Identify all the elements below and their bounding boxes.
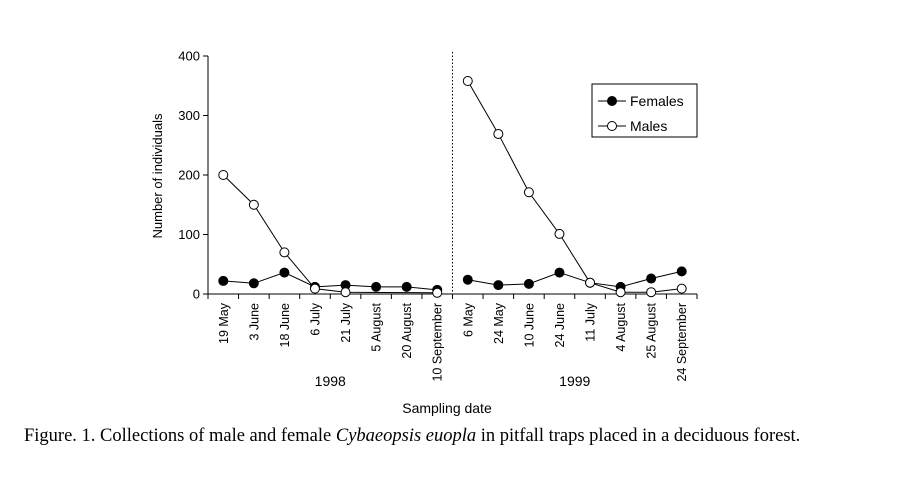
series-line-females [467,270,682,288]
x-tick-label: 20 August [400,302,414,358]
data-point-males [248,199,259,210]
series-markers [218,75,687,298]
data-point-females [493,280,504,291]
y-tick-label: 200 [178,168,200,183]
y-tick-label: 400 [178,49,200,64]
series-line-females [223,272,438,291]
chart-axes: 0 100 200 300 400 19 May 3 June 18 June 6 July 21… [178,49,698,389]
data-point-females [248,278,259,289]
data-point-females [523,278,534,289]
data-point-females [462,274,473,285]
x-tick-label: 3 June [247,303,261,341]
data-point-females [371,281,382,292]
x-tick-label: 10 September [431,303,445,382]
data-point-males [676,283,687,294]
data-point-males [279,247,290,258]
legend-label: Females [630,93,684,109]
x-tick-label: 18 June [278,303,292,348]
data-point-males [615,287,626,298]
data-point-males [462,75,473,86]
data-point-females [676,266,687,277]
data-point-males [218,170,229,180]
x-tick-label: 6 July [308,302,322,335]
series-line-males [467,80,682,293]
caption-prefix: Figure. 1. Collections of male and femal… [24,426,336,446]
data-point-males [340,287,351,298]
x-tick-label: 10 June [522,303,536,348]
x-tick-label: 25 August [645,302,659,358]
data-point-females [646,273,657,284]
data-point-males [523,187,534,198]
year-label: 1998 [315,373,346,389]
data-point-males [646,287,657,298]
line-chart: 0 100 200 300 400 19 May 3 June 18 June 6 July 21… [150,49,698,416]
figure-caption: Figure. 1. Collections of male and femal… [24,426,894,447]
series-lines [222,80,682,294]
y-tick-label: 0 [193,287,200,302]
year-label: 1999 [559,373,590,389]
data-point-females [218,275,229,286]
y-tick-label: 300 [178,108,200,123]
x-tick-label: 21 July [339,302,353,342]
data-point-males [554,228,565,239]
data-point-males [585,277,596,288]
x-tick-label: 11 July [584,302,598,341]
x-tick-label: 5 August [370,302,384,351]
x-tick-label: 6 May [461,302,475,337]
legend-marker [607,121,617,131]
x-tick-label: 24 September [675,303,689,382]
series-line-males [222,174,438,294]
data-point-males [432,287,443,298]
y-tick-label: 100 [178,227,200,242]
data-point-males [309,283,320,294]
data-point-males [493,128,504,139]
legend-marker [607,96,617,106]
x-axis-label: Sampling date [402,400,492,416]
data-point-females [401,281,412,292]
caption-suffix: in pitfall traps placed in a deciduous f… [476,426,801,446]
y-axis-label: Number of individuals [150,113,165,239]
x-tick-label: 19 May [217,302,231,344]
x-tick-label: 4 August [614,302,628,351]
x-tick-label: 24 June [553,303,567,348]
legend-label: Males [630,118,667,134]
data-point-females [279,267,290,278]
data-point-females [554,267,565,278]
caption-species: Cybaeopsis euopla [335,426,477,446]
x-tick-label: 24 May [492,302,506,344]
chart-legend: Females Males [591,83,698,138]
